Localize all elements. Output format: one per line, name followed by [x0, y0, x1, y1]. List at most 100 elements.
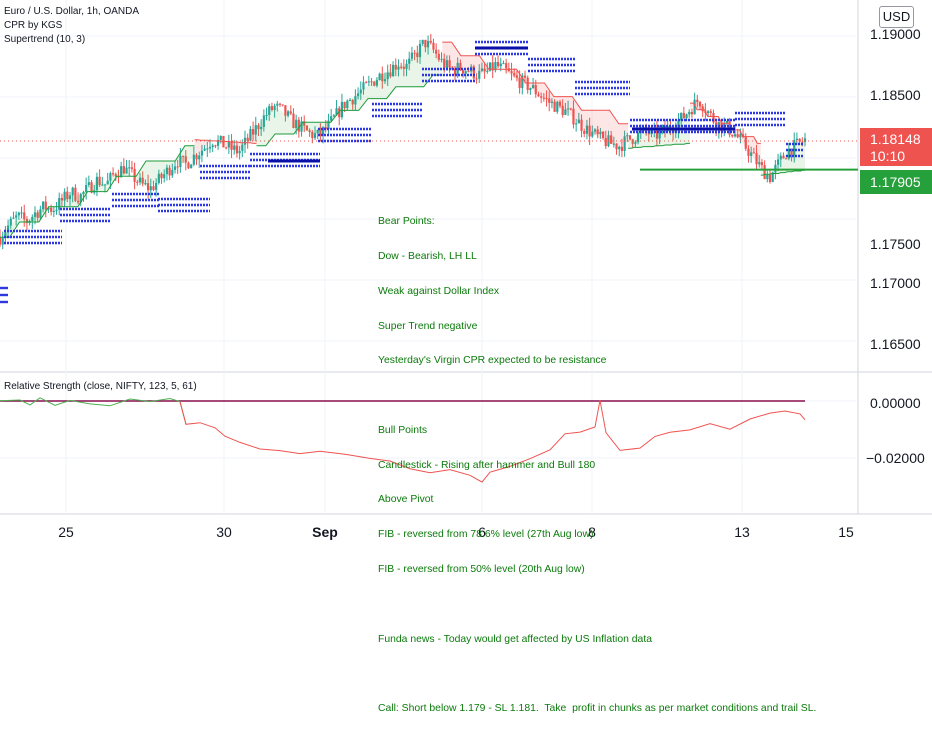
candle	[163, 169, 166, 183]
rs-indicator-label[interactable]: Relative Strength (close, NIFTY, 123, 5,…	[4, 381, 197, 392]
candle	[130, 160, 134, 173]
candle	[491, 55, 494, 78]
note-line: Dow - Bearish, LH LL	[378, 250, 477, 262]
candle	[195, 153, 198, 166]
candle	[381, 66, 384, 89]
candle-body	[79, 193, 82, 203]
candle-body	[122, 166, 125, 174]
candle	[125, 159, 128, 174]
candle	[330, 108, 333, 123]
candle	[227, 134, 230, 154]
candle-body	[601, 131, 605, 138]
candle	[289, 105, 292, 116]
currency-button[interactable]: USD	[879, 6, 914, 28]
chart-canvas[interactable]	[0, 0, 932, 550]
candle-body	[696, 99, 699, 102]
candle	[268, 103, 271, 121]
candle	[23, 204, 26, 227]
supertrend-down-line	[442, 41, 629, 125]
price-tick: 1.19000	[870, 26, 921, 42]
candle	[480, 62, 484, 72]
candle-body	[615, 143, 618, 150]
candle-body	[680, 112, 683, 121]
candle	[103, 184, 107, 193]
indicator-cpr-label[interactable]: CPR by KGS	[4, 20, 63, 31]
candle-body	[192, 154, 195, 165]
candle	[790, 148, 793, 162]
candle	[313, 126, 317, 141]
candle-body	[120, 166, 123, 178]
candle-body	[373, 81, 376, 86]
candle	[41, 201, 45, 213]
indicator-supertrend-label[interactable]: Supertrend (10, 3)	[4, 34, 86, 45]
candle-body	[173, 166, 177, 170]
candle	[526, 75, 529, 94]
supertrend-up-fill	[256, 43, 443, 146]
candle	[85, 177, 88, 200]
candle-body	[351, 99, 354, 105]
candle-body	[461, 70, 465, 74]
candle-body	[529, 88, 532, 90]
candle	[461, 69, 465, 78]
candle	[9, 216, 12, 229]
candle	[795, 132, 799, 145]
candle-body	[733, 134, 737, 137]
cpr-block	[528, 57, 575, 73]
candle	[354, 89, 357, 111]
candle-body	[499, 63, 502, 67]
candle	[200, 144, 204, 163]
candle-body	[763, 165, 766, 180]
candle-body	[39, 209, 42, 218]
candle	[95, 172, 99, 197]
candle	[505, 58, 508, 74]
candle	[181, 155, 185, 163]
candle-body	[521, 75, 524, 89]
candle-body	[604, 137, 607, 147]
candle-body	[744, 136, 747, 149]
candle	[346, 99, 349, 111]
candle-body	[405, 63, 408, 69]
candle-body	[66, 191, 69, 200]
supertrend-down-line	[690, 102, 761, 144]
supertrend-down-line	[194, 139, 257, 144]
candle	[184, 150, 187, 171]
candle-body	[146, 183, 150, 191]
candle	[391, 61, 395, 77]
candle	[300, 116, 303, 137]
note-line	[378, 390, 816, 402]
candle	[472, 64, 475, 83]
candle-body	[316, 129, 319, 134]
candle	[362, 76, 365, 95]
analysis-notes: Bear Points: Dow - Bearish, LH LL Weak a…	[378, 193, 816, 738]
candle-body	[623, 136, 626, 151]
candle	[251, 121, 255, 141]
rs-tick: 0.00000	[870, 395, 921, 411]
candle-body	[25, 219, 29, 223]
candle-body	[790, 148, 793, 156]
candle	[303, 115, 306, 133]
candle-body	[340, 101, 344, 118]
candle-body	[343, 101, 346, 109]
candle-body	[6, 225, 10, 233]
candle	[475, 73, 478, 84]
candle-body	[211, 145, 214, 148]
candle	[50, 204, 53, 216]
candle	[0, 229, 2, 248]
rs-line-above	[0, 397, 187, 425]
candle	[55, 202, 58, 215]
candle-body	[771, 172, 774, 182]
candle-body	[410, 52, 414, 59]
candle-body	[752, 152, 755, 154]
candle-body	[564, 109, 567, 115]
candle	[688, 109, 691, 118]
candle	[375, 77, 379, 88]
candle	[418, 39, 422, 64]
candle-body	[87, 182, 90, 186]
candle	[483, 62, 486, 79]
candle-body	[426, 40, 430, 48]
candle	[176, 159, 179, 175]
candle	[101, 176, 104, 187]
candle	[138, 172, 142, 186]
candle	[583, 128, 586, 138]
candle	[122, 158, 125, 175]
